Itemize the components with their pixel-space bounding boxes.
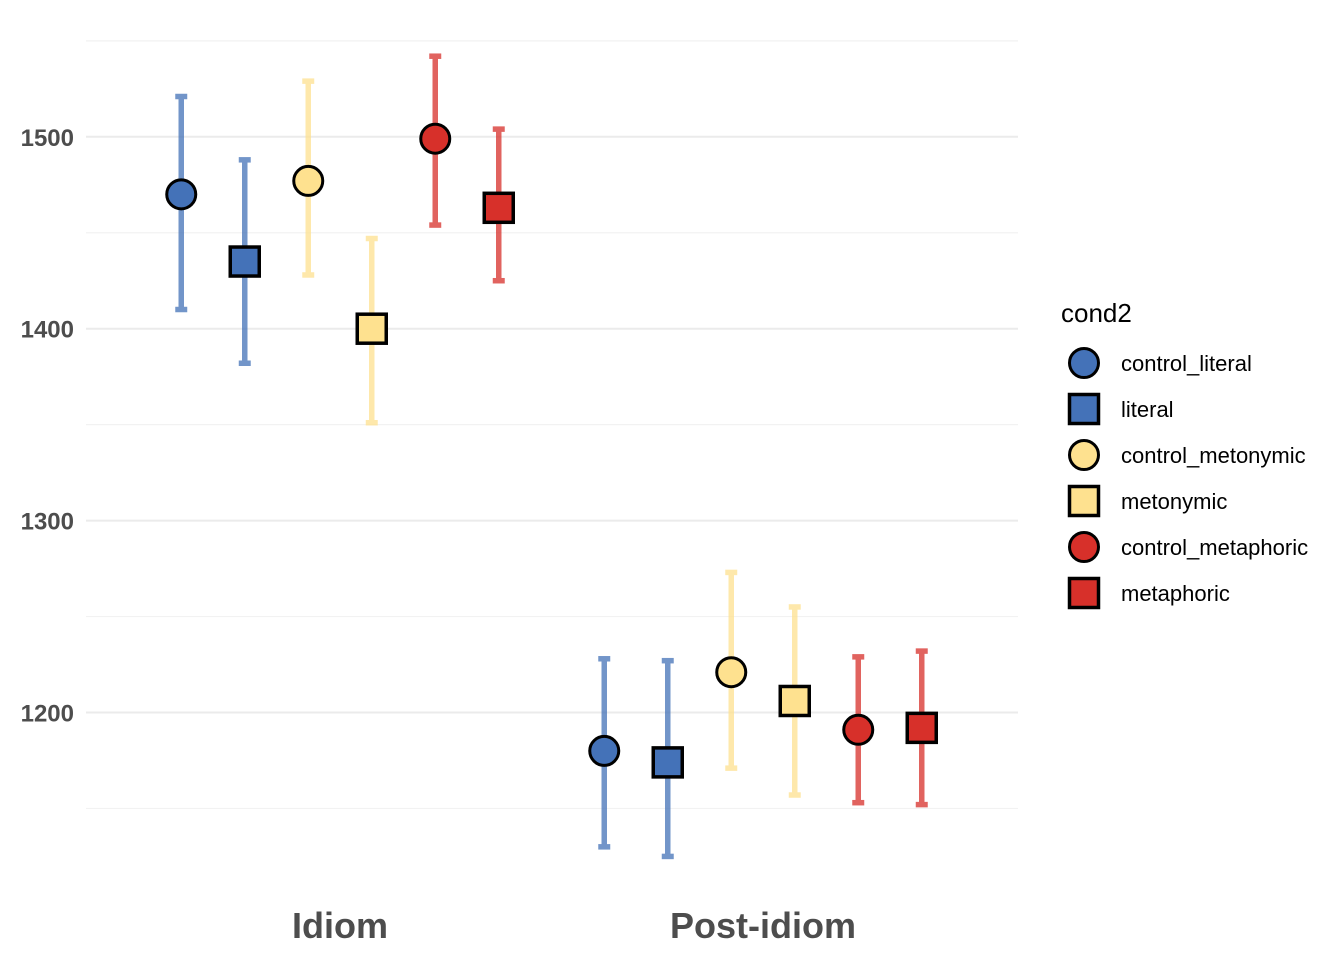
point-circle <box>842 713 875 746</box>
legend-item: control_literal <box>1068 347 1252 379</box>
point-square <box>355 312 388 345</box>
legend-label: control_literal <box>1121 351 1252 376</box>
legend-item: control_metonymic <box>1068 439 1306 471</box>
point-square <box>778 684 811 718</box>
point-circle <box>715 656 748 689</box>
legend-key-square <box>1067 576 1101 610</box>
legend-item: metonymic <box>1067 484 1227 518</box>
x-tick-label: Idiom <box>292 905 388 946</box>
legend-label: literal <box>1121 397 1174 422</box>
point-circle <box>165 178 198 211</box>
point-square <box>651 746 684 779</box>
y-tick-label: 1500 <box>21 125 74 152</box>
y-tick-label: 1200 <box>21 701 74 728</box>
x-tick-label: Post-idiom <box>670 905 856 946</box>
legend-key-square <box>1067 484 1101 518</box>
data-marks <box>165 53 938 860</box>
legend-title: cond2 <box>1061 298 1132 328</box>
legend-label: control_metonymic <box>1121 443 1306 468</box>
point-square <box>228 245 261 278</box>
point-circle <box>292 164 325 197</box>
y-tick-label: 1300 <box>21 509 74 536</box>
legend-item: control_metaphoric <box>1068 531 1308 563</box>
legend-label: control_metaphoric <box>1121 535 1308 560</box>
legend-item: metaphoric <box>1067 576 1230 610</box>
legend-label: metaphoric <box>1121 581 1230 606</box>
y-axis-ticks: 1200 1300 1400 1500 <box>21 125 74 728</box>
point-square <box>905 711 938 745</box>
y-tick-label: 1400 <box>21 317 74 344</box>
point-circle <box>419 122 452 155</box>
legend-key-circle <box>1068 347 1100 379</box>
point-circle <box>588 734 621 767</box>
x-axis-ticks: Idiom Post-idiom <box>292 905 856 946</box>
legend-item: literal <box>1067 392 1174 426</box>
legend-key-circle <box>1068 439 1100 471</box>
legend-key-square <box>1067 392 1101 426</box>
point-square <box>482 191 515 225</box>
legend-key-circle <box>1068 531 1100 563</box>
legend-label: metonymic <box>1121 489 1227 514</box>
gridlines <box>86 40 1018 810</box>
